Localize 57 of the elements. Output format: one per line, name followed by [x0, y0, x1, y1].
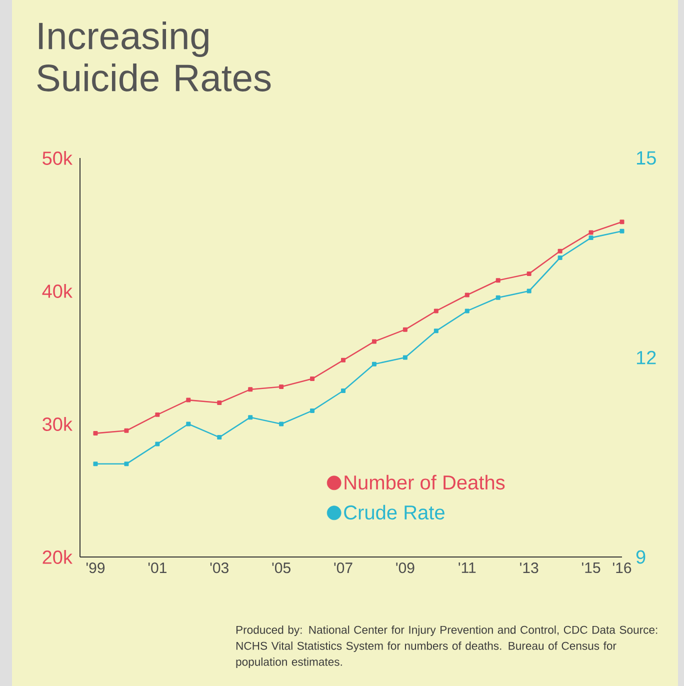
point — [434, 308, 438, 314]
point — [464, 308, 470, 314]
point — [372, 339, 376, 344]
x-tick-label: '13 — [520, 562, 538, 574]
point — [279, 422, 284, 426]
point — [558, 248, 562, 254]
point — [496, 278, 500, 283]
point — [558, 255, 562, 260]
point — [588, 236, 594, 240]
x-tick-label: '16 — [612, 562, 632, 574]
point — [186, 422, 191, 426]
y2-tick-label: 15 — [636, 151, 656, 165]
point — [279, 384, 284, 390]
y-tick-label: 20k — [42, 550, 72, 564]
point — [620, 220, 624, 224]
point — [217, 400, 222, 405]
x-tick-label: '03 — [210, 562, 228, 574]
x-tick-label: '09 — [396, 562, 414, 574]
y-tick-label: 40k — [42, 284, 72, 298]
point — [248, 387, 253, 392]
point — [526, 288, 532, 294]
point — [496, 295, 500, 300]
point — [155, 412, 160, 417]
x-tick-label: '99 — [86, 562, 105, 574]
x-tick-label: '11 — [458, 562, 476, 573]
point — [217, 435, 222, 440]
x-tick-label: '01 — [148, 562, 166, 574]
x-tick-label: '15 — [582, 562, 600, 573]
text: Produced by: National Center for Injury Prevention and Control, CDC Data Source: NCHS Vital Statistics System for numbers of deaths. Bureau of Census for population estimates. — [236, 626, 658, 668]
point — [310, 408, 315, 413]
point — [372, 362, 376, 366]
y2-tick-label: 12 — [636, 350, 656, 364]
point — [464, 292, 470, 298]
point — [588, 230, 594, 235]
point — [310, 376, 315, 382]
point — [341, 388, 346, 393]
y-tick-label: 50k — [42, 151, 72, 165]
x-tick-label: '05 — [272, 562, 290, 574]
point — [124, 428, 129, 433]
point — [341, 358, 346, 362]
point — [93, 431, 98, 436]
point — [155, 442, 160, 446]
y2-tick-label: 9 — [636, 550, 646, 564]
chart-title: Increasing Suicide Rates — [37, 22, 271, 92]
point — [620, 228, 624, 234]
point — [526, 271, 532, 276]
point — [402, 327, 408, 332]
point — [93, 462, 98, 466]
legend-label: Number of Deaths — [344, 474, 505, 490]
point — [124, 462, 129, 466]
point — [248, 415, 253, 420]
point — [186, 398, 191, 402]
legend-label: Crude Rate — [344, 504, 444, 520]
x-tick-label: '07 — [334, 562, 352, 574]
point — [402, 355, 408, 360]
point — [434, 328, 438, 334]
y-tick-label: 30k — [42, 417, 72, 431]
